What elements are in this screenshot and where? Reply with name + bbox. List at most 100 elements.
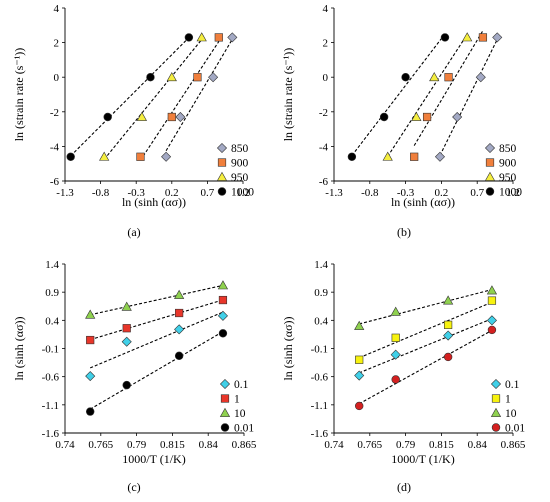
x-tick-label: -0.3 [127, 187, 145, 199]
y-tick-label: 0.9 [45, 287, 59, 299]
data-point-10 [486, 285, 498, 295]
y-tick-label: -2 [50, 107, 59, 119]
data-point-1 [444, 320, 453, 329]
x-axis-title: 1000/T (1/K) [391, 452, 454, 466]
legend-marker-850 [484, 142, 496, 154]
legend-marker-10 [490, 407, 502, 417]
data-point-950 [136, 111, 148, 121]
data-point-900 [214, 33, 223, 42]
y-axis-title: ln (sinh (ασ)) [281, 316, 295, 380]
chart-panel-1: 4 2 0 -2 -4 -6-1.3 -0.8 -0.3 0.2 0.7 1.2 ln (sinh (… [12, 3, 254, 239]
trendline-850 [439, 39, 498, 156]
y-tick-label: 0.4 [314, 315, 328, 327]
data-point-1000 [401, 72, 410, 82]
y-tick-label: -0.6 [311, 372, 329, 384]
data-point-1 [355, 355, 364, 364]
legend-label: 10 [234, 408, 246, 420]
x-tick-label: 0.79 [127, 439, 147, 451]
trendline-0.1 [358, 318, 493, 374]
data-point-850 [475, 72, 486, 83]
data-point-1 [122, 324, 131, 333]
y-tick-label: -2 [319, 107, 328, 119]
trendline-0.01 [89, 331, 224, 410]
data-point-10 [443, 295, 454, 305]
chart-panel-4: 1.4 0.9 0.4 -0.1 -0.6 -1.1 -1.60.74 0.765 0.79 0.… [281, 259, 526, 494]
legend-marker-1000 [217, 187, 227, 196]
legend-label: 0.01 [234, 423, 254, 435]
y-tick-label: 2 [323, 38, 329, 50]
data-point-850 [492, 32, 503, 43]
x-axis-title: 1000/T (1/K) [122, 452, 185, 466]
data-point-0.1 [174, 324, 185, 335]
legend-label: 0.01 [505, 423, 525, 435]
data-point-0.1 [354, 370, 365, 381]
legend-label: 10 [505, 408, 517, 420]
trendline-10 [359, 289, 493, 325]
x-tick-label: 0.7 [470, 187, 484, 199]
legend-marker-850 [216, 142, 228, 154]
trendline-850 [165, 38, 233, 152]
x-tick-label: 0.815 [429, 439, 454, 451]
y-axis-title: ln (sinh (ασ)) [12, 316, 26, 380]
legend-label: 0.1 [505, 379, 520, 391]
legend-marker-900 [485, 158, 495, 167]
y-tick-label: 0.4 [45, 315, 59, 327]
chart-panel-3: 1.4 0.9 0.4 -0.1 -0.6 -1.1 -1.60.74 0.765 0.79 0.… [12, 259, 257, 494]
legend-marker-1000 [485, 187, 495, 196]
x-axis-title: ln (sinh (ασ)) [122, 195, 186, 209]
y-tick-label: -1.1 [311, 400, 328, 412]
panel-label: (c) [127, 480, 140, 494]
data-point-10 [390, 306, 401, 316]
data-point-0.1 [443, 330, 454, 341]
legend-label: 1000 [231, 187, 254, 199]
x-tick-label: 1.2 [506, 187, 520, 199]
panel-label: (d) [397, 480, 411, 494]
trendline-900 [140, 41, 220, 161]
trendline-950 [103, 39, 203, 160]
y-tick-label: -6 [319, 176, 329, 188]
trendline-10 [90, 284, 224, 316]
y-tick-label: 0 [323, 72, 329, 84]
legend-label: 950 [231, 172, 249, 184]
legend-marker-0.1 [490, 378, 502, 390]
x-tick-label: 0.7 [201, 187, 215, 199]
x-tick-label: -1.3 [325, 187, 343, 199]
data-point-950 [429, 71, 440, 82]
data-point-850 [227, 32, 238, 43]
data-point-850 [434, 151, 445, 162]
data-point-0.01 [355, 401, 364, 411]
panel-label: (a) [127, 225, 140, 239]
data-point-900 [136, 152, 145, 161]
legend-marker-950 [484, 171, 496, 181]
x-tick-label: 0.2 [435, 187, 449, 199]
legend-label: 900 [499, 158, 517, 170]
x-tick-label: 0.74 [55, 439, 75, 451]
data-point-10 [217, 280, 229, 290]
y-tick-label: -4 [50, 141, 60, 153]
data-point-0.01 [443, 352, 453, 362]
legend-label: 0.1 [234, 379, 249, 391]
data-point-1000 [66, 152, 75, 161]
data-point-900 [410, 152, 419, 161]
y-tick-label: -0.1 [42, 344, 59, 356]
legend-label: 850 [499, 143, 517, 155]
x-axis-title: ln (sinh (ασ)) [391, 195, 455, 209]
y-tick-label: -1.1 [42, 400, 59, 412]
data-point-1000 [184, 33, 194, 42]
data-point-900 [422, 112, 432, 122]
data-point-900 [193, 73, 202, 82]
trendline-1000 [70, 37, 190, 157]
data-point-1 [487, 296, 497, 305]
data-point-0.01 [122, 380, 131, 390]
legend-label: 1 [234, 394, 240, 406]
trendline-900 [413, 30, 484, 146]
panel-label: (b) [397, 225, 411, 239]
y-tick-label: -6 [50, 176, 60, 188]
legend-label: 950 [499, 172, 517, 184]
data-point-0.01 [391, 375, 400, 384]
data-point-1 [86, 335, 95, 345]
data-point-0.01 [218, 329, 228, 338]
data-point-1000 [103, 112, 112, 122]
data-point-950 [166, 71, 177, 82]
